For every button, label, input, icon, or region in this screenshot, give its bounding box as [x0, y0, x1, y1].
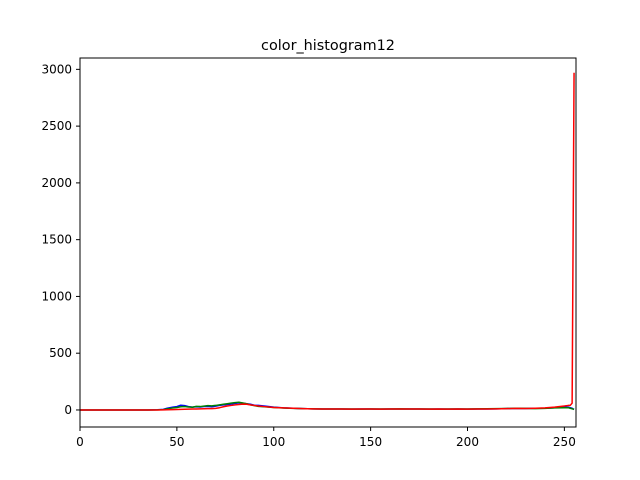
x-tick-label: 50 — [169, 435, 184, 449]
chart-title: color_histogram12 — [261, 38, 395, 54]
red-channel-line — [80, 72, 575, 411]
y-tick-label: 0 — [64, 403, 72, 417]
y-tick-label: 500 — [49, 346, 72, 360]
y-tick-label: 1000 — [41, 289, 72, 303]
series-layer — [80, 72, 575, 411]
x-tick-label: 200 — [456, 435, 479, 449]
y-tick-label: 2500 — [41, 119, 72, 133]
x-tick-label: 0 — [76, 435, 84, 449]
y-tick-label: 1500 — [41, 233, 72, 247]
x-axis-ticks: 0 50 100 150 200 250 — [76, 427, 576, 449]
y-axis-ticks: 0 500 1000 1500 2000 2500 3000 — [41, 62, 80, 417]
plot-frame — [79, 57, 577, 428]
y-tick-label: 2000 — [41, 176, 72, 190]
x-tick-label: 150 — [359, 435, 382, 449]
x-tick-label: 100 — [262, 435, 285, 449]
x-tick-label: 250 — [553, 435, 576, 449]
y-tick-label: 3000 — [41, 62, 72, 76]
